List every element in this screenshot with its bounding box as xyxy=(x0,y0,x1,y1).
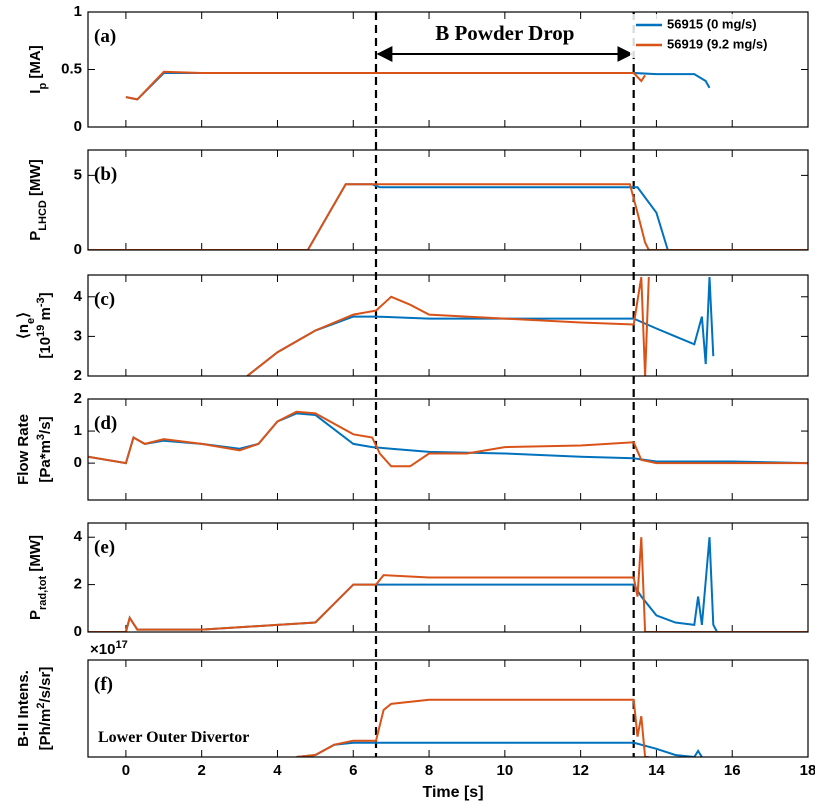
y-tick-label: 0 xyxy=(74,454,82,471)
y-tick-label: 1 xyxy=(74,3,82,20)
series-line xyxy=(88,410,808,468)
y-tick-label: 5 xyxy=(74,166,82,183)
x-axis-label: Time [s] xyxy=(422,784,483,801)
superscript: -3 xyxy=(35,297,47,307)
series-line xyxy=(125,72,711,101)
panel-label: (c) xyxy=(94,289,115,310)
axes-frame xyxy=(87,11,809,128)
y-tick-label: 2 xyxy=(74,390,82,407)
y-axis-label: [1019 m-3] xyxy=(35,292,54,358)
axes-frame xyxy=(87,522,809,633)
y-axis-label: Flow Rate xyxy=(15,414,32,485)
x-tick-label: 2 xyxy=(198,762,206,779)
y-axis-label: Ip [MA] xyxy=(27,45,49,93)
label-part: B-II Intens. xyxy=(15,670,32,747)
y-tick-label: 4 xyxy=(74,528,83,545)
label-part: Flow Rate xyxy=(15,414,32,485)
panel-label: (b) xyxy=(94,164,117,185)
y-tick-label: 3 xyxy=(74,327,82,344)
series-line xyxy=(88,537,808,632)
series-line xyxy=(88,412,808,465)
label-part: P xyxy=(27,231,44,241)
superscript: 3 xyxy=(35,434,47,440)
series-line xyxy=(88,183,808,250)
y-tick-label: 4 xyxy=(74,288,83,305)
x-tick-label: 8 xyxy=(425,762,433,779)
x-tick-label: 0 xyxy=(122,762,130,779)
y-axis-label: [Ph/m2/s/sr] xyxy=(35,667,54,751)
series-line xyxy=(88,537,808,632)
label-part: ⟨n xyxy=(15,324,32,339)
label-part: ⟩ xyxy=(15,312,32,318)
y-tick-label: 0 xyxy=(74,118,82,135)
subscript: p xyxy=(37,83,49,90)
label-part: [10 xyxy=(37,337,54,359)
label-part: [Ph/m xyxy=(37,709,54,751)
legend-label: 56915 (0 mg/s) xyxy=(667,16,757,31)
label-part: [MA] xyxy=(27,45,44,83)
series-line xyxy=(296,698,649,757)
superscript: 2 xyxy=(35,703,47,709)
series-line xyxy=(125,70,646,101)
x-tick-label: 14 xyxy=(648,762,665,779)
label-part: /s/sr] xyxy=(37,667,54,703)
panel-label: (a) xyxy=(94,26,116,47)
x-tick-label: 18 xyxy=(800,762,815,779)
superscript: 17 xyxy=(115,639,127,651)
x-tick-label: 4 xyxy=(273,762,282,779)
axes-frame xyxy=(87,659,809,758)
y-tick-label: 0 xyxy=(74,241,82,258)
y-tick-label: 2 xyxy=(74,367,82,384)
subscript: LHCD xyxy=(37,200,49,231)
label-part: I xyxy=(27,90,44,94)
y-axis-label: B-II Intens. xyxy=(15,670,32,747)
label-part: [MW] xyxy=(27,535,44,576)
series-line xyxy=(88,183,808,250)
legend-label: 56919 (9.2 mg/s) xyxy=(667,36,767,51)
series-line xyxy=(296,741,703,757)
axes-frame xyxy=(87,149,809,251)
annotation: Lower Outer Divertor xyxy=(98,729,249,746)
label-part: ] xyxy=(37,292,54,297)
x-tick-label: 12 xyxy=(572,762,589,779)
span-label: B Powder Drop xyxy=(435,21,574,45)
y-axis-label: Prad,tot [MW] xyxy=(27,535,49,620)
label-part: [Pa*m xyxy=(37,440,54,483)
y-tick-label: 2 xyxy=(74,576,82,593)
label-part: /s] xyxy=(37,416,54,434)
axis-offset-label: ×1017 xyxy=(90,639,128,658)
label-part: ×10 xyxy=(90,641,115,658)
x-tick-label: 6 xyxy=(349,762,357,779)
y-axis-label: [Pa*m3/s] xyxy=(35,416,54,482)
label-part: m xyxy=(37,307,54,325)
y-tick-label: 0.5 xyxy=(61,60,82,77)
legend-box xyxy=(630,14,806,58)
y-tick-label: 0 xyxy=(74,623,82,640)
superscript: 19 xyxy=(35,325,47,337)
series-line xyxy=(246,276,650,376)
panel-label: (d) xyxy=(94,413,117,434)
axes-frame xyxy=(87,274,809,377)
subscript: e xyxy=(25,318,37,324)
x-tick-label: 10 xyxy=(496,762,513,779)
x-tick-label: 16 xyxy=(724,762,741,779)
y-axis-label: ⟨ne⟩ xyxy=(15,312,37,339)
label-part: [MW] xyxy=(27,159,44,200)
panel-label: (f) xyxy=(94,674,113,695)
axes-frame xyxy=(87,398,809,501)
subscript: rad,tot xyxy=(37,575,49,610)
y-tick-label: 1 xyxy=(74,422,82,439)
panel-label: (e) xyxy=(94,537,115,558)
label-part: P xyxy=(27,610,44,620)
y-axis-label: PLHCD [MW] xyxy=(27,159,49,240)
